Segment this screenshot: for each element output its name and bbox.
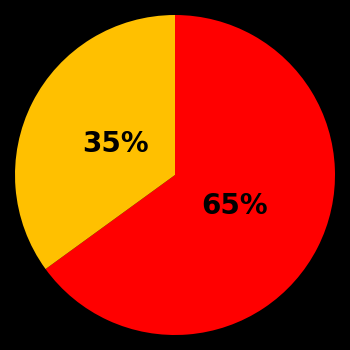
Text: 35%: 35% bbox=[82, 131, 148, 159]
Wedge shape bbox=[46, 15, 335, 335]
Text: 65%: 65% bbox=[202, 191, 268, 219]
Wedge shape bbox=[15, 15, 175, 269]
